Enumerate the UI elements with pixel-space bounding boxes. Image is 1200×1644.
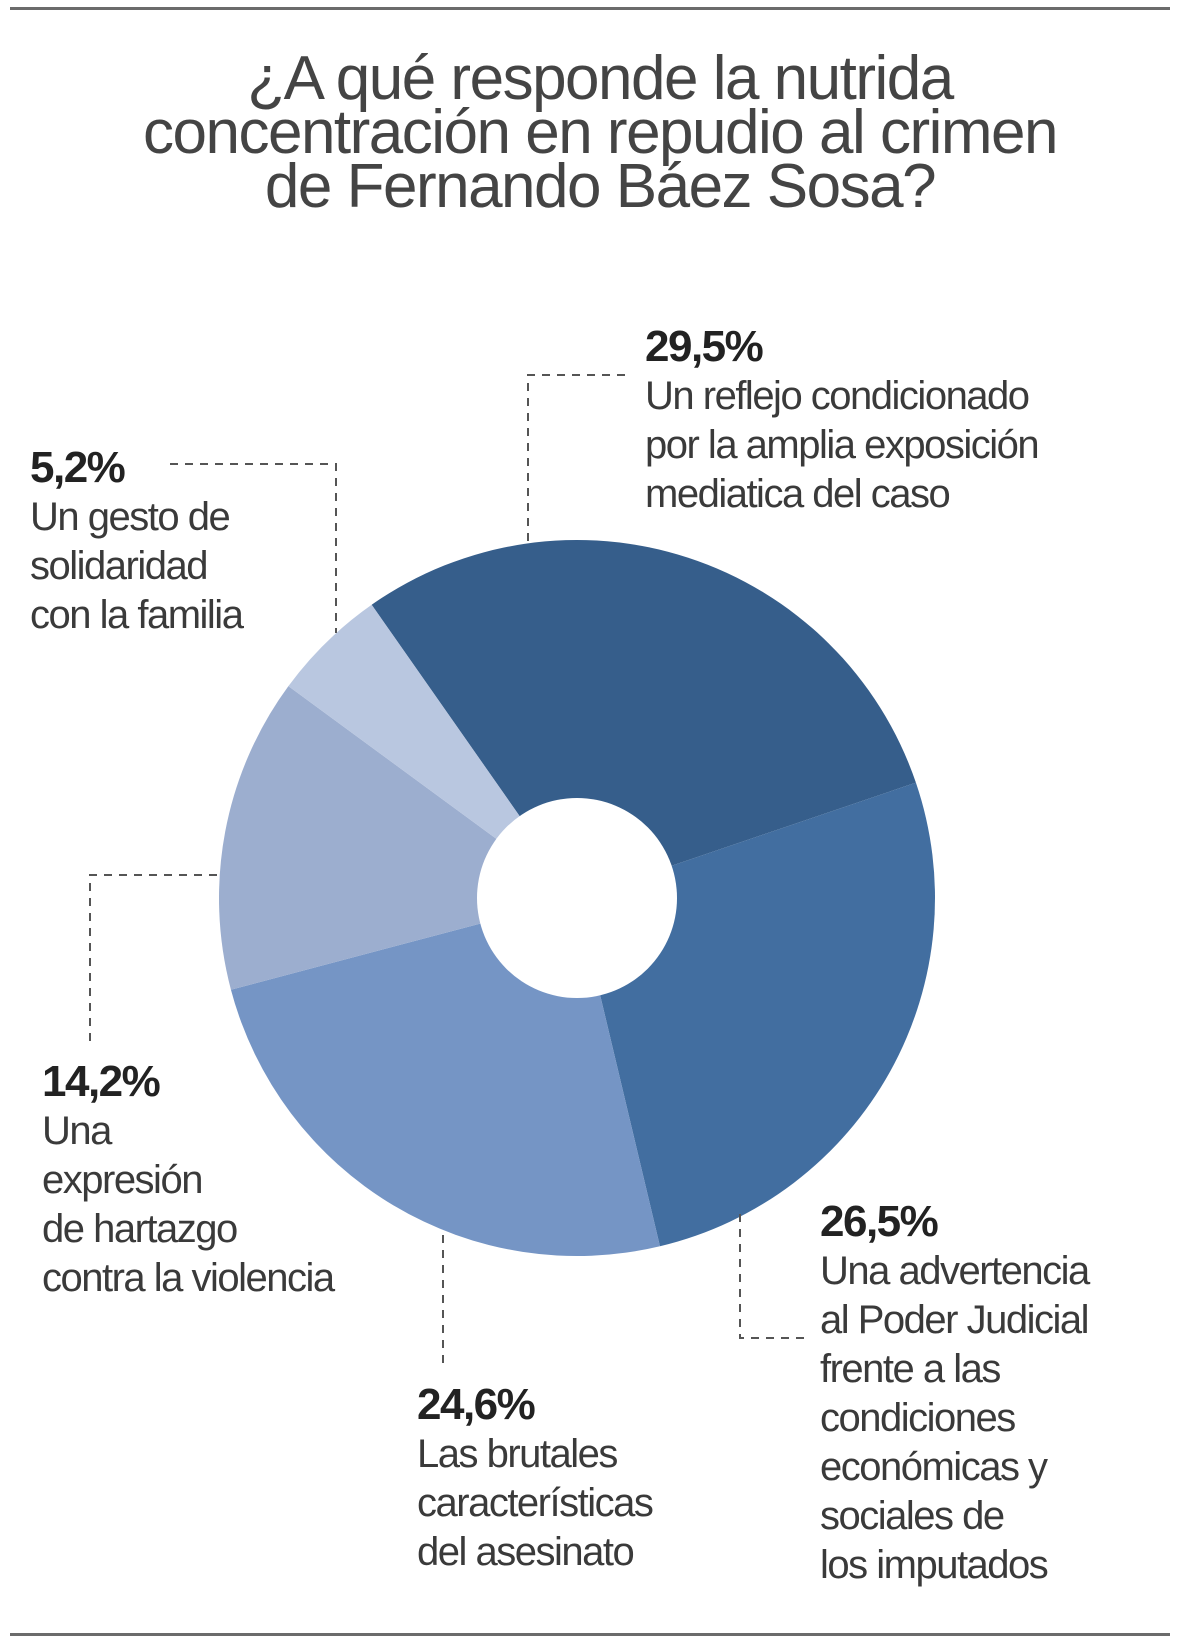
title-line: concentración en repudio al crimen: [143, 98, 1059, 167]
slice-description-line: mediatica del caso: [645, 472, 951, 516]
slice-description-line: Una: [42, 1109, 112, 1153]
leader-line-1: [739, 1214, 805, 1339]
slice-description-line: económicas y: [820, 1445, 1048, 1489]
top-rule: [10, 7, 1170, 10]
slice-description-line: características: [417, 1481, 654, 1525]
data-label: 26,5%: [820, 1197, 939, 1246]
title-line: ¿A qué responde la nutrida: [247, 44, 954, 113]
slice-description-line: Las brutales: [417, 1432, 618, 1476]
label-slice-0: 29,5% Un reflejo condicionado por la ampl…: [645, 322, 1040, 519]
slice-description-line: Un gesto de: [30, 495, 231, 539]
donut-hole: [477, 798, 677, 998]
slice-description-line: del asesinato: [417, 1530, 635, 1574]
leader-line-4: [170, 463, 337, 633]
slice-description-line: Un reflejo condicionado: [645, 374, 1030, 418]
slice-description-line: expresión: [42, 1158, 203, 1202]
slice-description-line: por la amplia exposición: [645, 423, 1040, 467]
bottom-rule: [10, 1633, 1170, 1636]
slice-description-line: condiciones: [820, 1396, 1016, 1440]
data-label: 29,5%: [645, 322, 764, 371]
slice-description-line: solidaridad: [30, 544, 208, 588]
label-slice-2: 24,6% Las brutales características del ase…: [417, 1380, 654, 1577]
label-slice-3: 14,2% Una expresión de hartazgo contra la v…: [42, 1057, 335, 1303]
slice-description-line: con la familia: [30, 593, 244, 637]
data-label: 24,6%: [417, 1380, 536, 1429]
chart-title: ¿A qué responde la nutrida concentración…: [0, 44, 1200, 221]
slice-description-line: frente a las: [820, 1347, 1001, 1391]
data-label: 14,2%: [42, 1057, 161, 1106]
label-slice-4: 5,2% Un gesto de solidaridad con la famili…: [30, 443, 244, 640]
slice-description-line: sociales de: [820, 1494, 1005, 1538]
slice-description-line: de hartazgo: [42, 1207, 238, 1251]
slice-description-line: al Poder Judicial: [820, 1298, 1089, 1342]
pie-slice-4: [288, 604, 577, 898]
slice-description-line: contra la violencia: [42, 1256, 335, 1300]
slice-description-line: los imputados: [820, 1543, 1049, 1587]
pie-slice-0: [371, 540, 916, 898]
label-slice-1: 26,5% Una advertencia al Poder Judicial fr…: [820, 1197, 1090, 1590]
data-label: 5,2%: [30, 443, 126, 492]
leader-line-0: [527, 374, 625, 542]
leader-line-3: [89, 874, 217, 1047]
title-line: de Fernando Báez Sosa?: [264, 152, 937, 221]
slice-description-line: Una advertencia: [820, 1249, 1090, 1293]
